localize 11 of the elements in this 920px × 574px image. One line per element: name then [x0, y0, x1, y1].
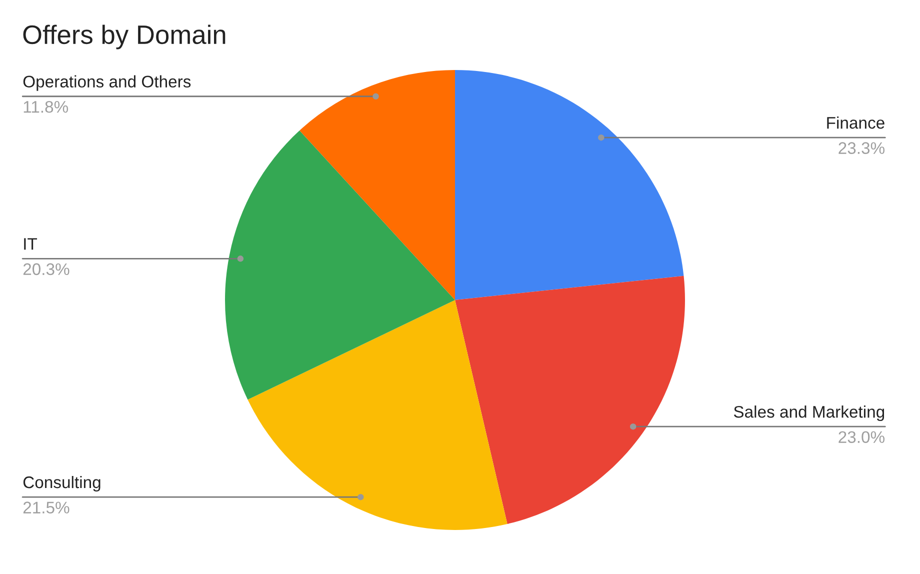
- data-label: 23.3%: [838, 142, 885, 154]
- slice-label: Consulting: [23, 476, 100, 492]
- chart-title: Offers by Domain: [23, 24, 226, 50]
- data-label: 21.5%: [23, 502, 70, 514]
- slice-label: Finance: [827, 116, 884, 129]
- slice-label: Sales and Marketing: [734, 406, 884, 422]
- slice-label: IT: [24, 238, 38, 250]
- data-label: 11.8%: [24, 100, 68, 113]
- slice-label: Operations and Others: [23, 75, 191, 91]
- data-label: 23.0%: [838, 431, 885, 443]
- data-label: 20.3%: [23, 263, 70, 276]
